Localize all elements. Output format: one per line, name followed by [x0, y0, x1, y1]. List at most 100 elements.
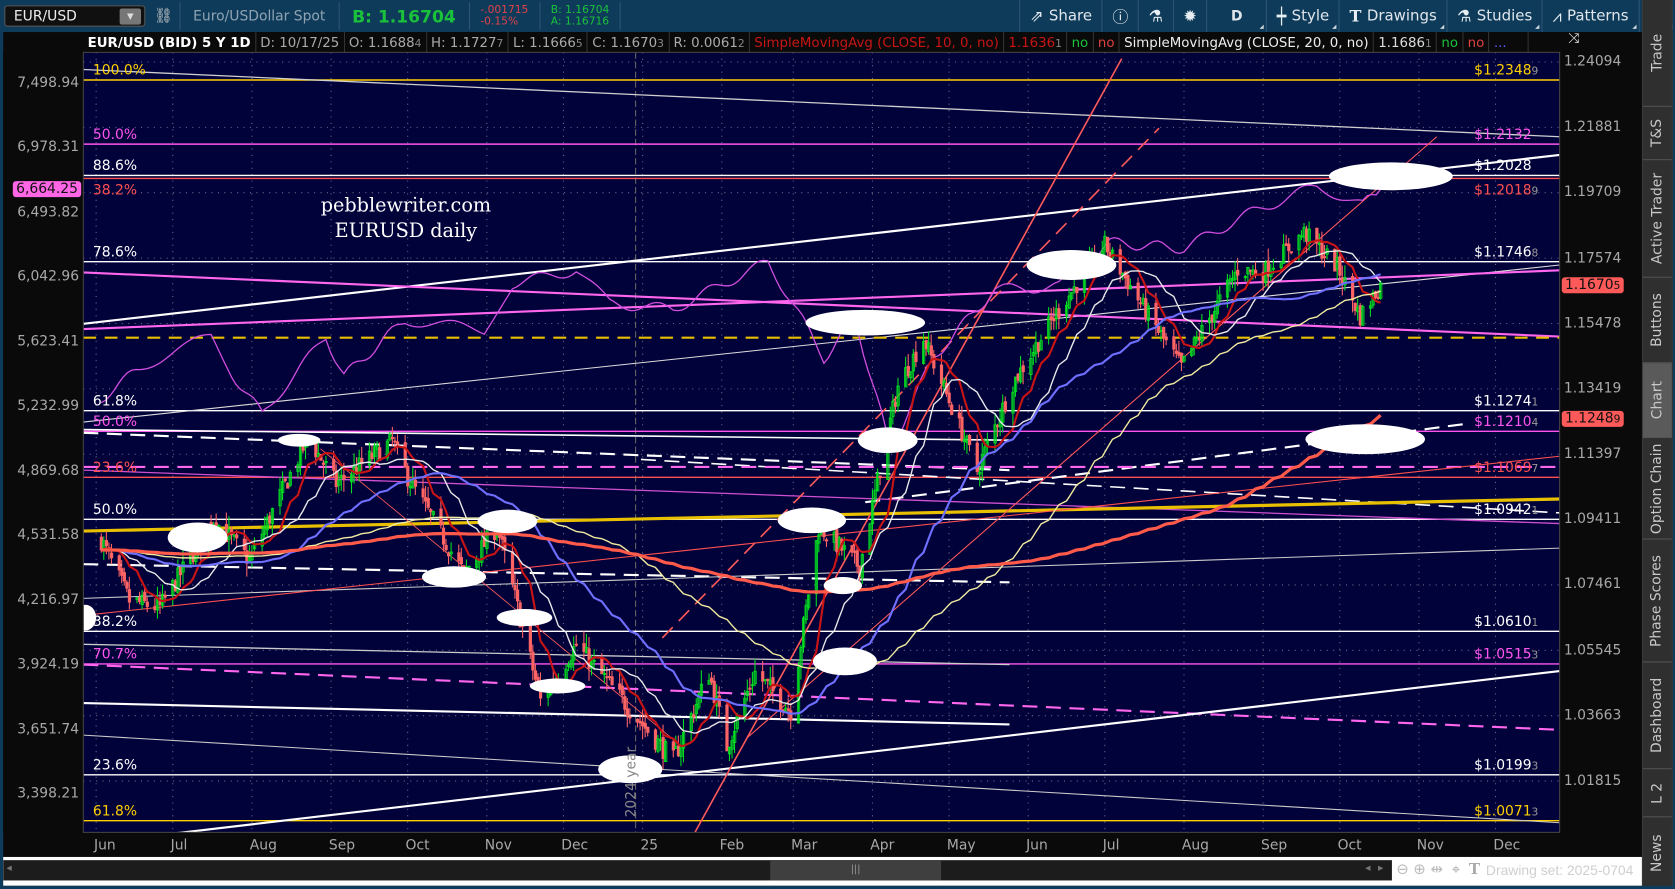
candle-body [104, 540, 109, 547]
highlight-ellipse[interactable] [75, 604, 97, 631]
highlight-ellipse[interactable] [812, 647, 878, 676]
highlight-ellipse[interactable] [1328, 162, 1453, 191]
drawings-button[interactable]: T Drawings [1338, 0, 1447, 33]
time-axis-tick: Jun [94, 837, 116, 854]
scroll-left-icon[interactable]: ◂ [6, 862, 12, 875]
candle-body [1279, 263, 1283, 269]
trendline[interactable] [320, 448, 684, 749]
candle-body [761, 671, 765, 682]
drawing-set-label[interactable]: Drawing set: 2025-0704 [1485, 862, 1634, 879]
highlight-ellipse[interactable] [1026, 250, 1117, 280]
trendline[interactable] [83, 264, 1560, 423]
candle-body [855, 550, 859, 567]
settings-button[interactable]: ✹ [1172, 0, 1207, 33]
chevron-down-icon[interactable]: ▼ [119, 8, 142, 25]
dashed-trendline[interactable] [640, 458, 1560, 514]
highlight-ellipse[interactable] [496, 609, 553, 627]
candle-body [1266, 260, 1270, 277]
side-tab-l-2[interactable]: L 2 [1642, 769, 1672, 818]
pan-icon[interactable]: ⇹ [1430, 861, 1443, 879]
toolbar: EUR/USD ▼ ⛓ Euro/USDollar Spot B: 1.1670… [0, 0, 1675, 33]
candle [1213, 304, 1217, 329]
candle-body [99, 536, 103, 551]
candle-body [975, 442, 979, 472]
candle [1379, 280, 1383, 300]
trendline[interactable] [83, 68, 1560, 138]
side-tab-trade[interactable]: Trade [1642, 0, 1672, 107]
link-icon[interactable]: ⛓ [153, 7, 173, 25]
candle [850, 545, 854, 557]
highlight-ellipse[interactable] [857, 427, 918, 454]
trendline[interactable] [83, 469, 1560, 525]
candle-body [125, 581, 129, 589]
trendline[interactable] [83, 669, 1560, 844]
trendline[interactable] [83, 428, 1010, 442]
scrollbar-thumb[interactable]: ||| [770, 860, 942, 881]
highlight-ellipse[interactable] [598, 755, 663, 784]
trendline[interactable] [83, 702, 1010, 726]
side-tab-buttons[interactable]: Buttons [1642, 277, 1672, 364]
trendline[interactable] [83, 153, 1560, 325]
dashed-trendline[interactable] [83, 563, 1010, 584]
candle-body [1297, 234, 1301, 251]
studies-button[interactable]: ⚗ Studies [1446, 0, 1541, 33]
highlight-ellipse[interactable] [529, 678, 586, 694]
scroll-right-icon[interactable]: ▸ [1377, 862, 1384, 875]
candle-body [1128, 285, 1133, 290]
price-tag: 1.16705 [1561, 277, 1624, 294]
highlight-ellipse[interactable] [805, 309, 926, 336]
dashed-trendline[interactable] [83, 663, 1560, 731]
text-tool-icon[interactable]: T [1468, 861, 1480, 879]
highlight-ellipse[interactable] [823, 576, 863, 595]
study-sma10[interactable]: SimpleMovingAvg (CLOSE, 10, 0, no) [750, 32, 1005, 53]
scroll-left-end-icon[interactable]: ◂ [1365, 862, 1371, 875]
side-tab-phase-scores[interactable]: Phase Scores [1642, 539, 1672, 663]
horizontal-scrollbar[interactable]: ◂ ||| ◂ ▸ [3, 860, 1392, 881]
side-tab-t-s[interactable]: T&S [1642, 106, 1672, 161]
study-sma20[interactable]: SimpleMovingAvg (CLOSE, 20, 0, no) [1120, 32, 1374, 53]
share-button[interactable]: ⇗ Share [1019, 0, 1101, 33]
zoom-in-icon[interactable]: ⊕ [1413, 861, 1426, 879]
trendline[interactable] [83, 547, 1560, 599]
patterns-button[interactable]: ⩘ Patterns [1541, 0, 1638, 33]
time-axis-tick: Aug [1181, 837, 1209, 854]
candle-body [480, 540, 484, 563]
candle-body [574, 643, 578, 646]
highlight-ellipse[interactable] [1305, 424, 1426, 455]
info-button[interactable]: ⓘ [1101, 0, 1138, 33]
flask-button[interactable]: ⚗ [1137, 0, 1173, 33]
symbol-selector[interactable]: EUR/USD ▼ [4, 5, 146, 27]
style-button[interactable]: ┿ Style [1265, 0, 1339, 33]
highlight-ellipse[interactable] [277, 433, 321, 447]
trendline[interactable] [83, 734, 1560, 824]
aggregation-button[interactable]: D [1206, 0, 1266, 33]
candle-body [1146, 305, 1150, 321]
crosshair-icon[interactable]: ⌖ [1451, 861, 1461, 879]
fib-price-main: $1.2028 [1474, 158, 1531, 174]
dashed-trendline[interactable] [83, 431, 1010, 472]
more-studies-button[interactable]: ... [1490, 32, 1530, 53]
highlight-ellipse[interactable] [477, 509, 538, 534]
trendline[interactable] [83, 455, 1560, 616]
collapse-axis-icon[interactable]: ⤨ [1568, 30, 1580, 48]
side-tab-dashboard[interactable]: Dashboard [1642, 662, 1672, 770]
candle-body [431, 511, 435, 516]
drawings-label: Drawings [1366, 7, 1437, 25]
candle-body [1379, 282, 1383, 299]
candle-body [1351, 276, 1355, 301]
candle-body [1031, 352, 1036, 357]
highlight-ellipse[interactable] [167, 522, 228, 553]
highlight-ellipses[interactable] [75, 162, 1453, 784]
zoom-out-icon[interactable]: ⊖ [1396, 861, 1409, 879]
price-tag-value: 1.1670 [1564, 277, 1614, 294]
highlight-ellipse[interactable] [421, 566, 487, 588]
trendline[interactable] [83, 269, 1560, 331]
moving-averages [100, 239, 1382, 748]
trendline[interactable] [83, 271, 1560, 338]
side-tab-active-trader[interactable]: Active Trader [1642, 160, 1672, 278]
side-tab-chart[interactable]: Chart [1642, 363, 1672, 439]
side-tab-option-chain[interactable]: Option Chain [1642, 438, 1672, 540]
highlight-ellipse[interactable] [777, 507, 847, 534]
side-tab-news[interactable]: News [1642, 817, 1672, 889]
